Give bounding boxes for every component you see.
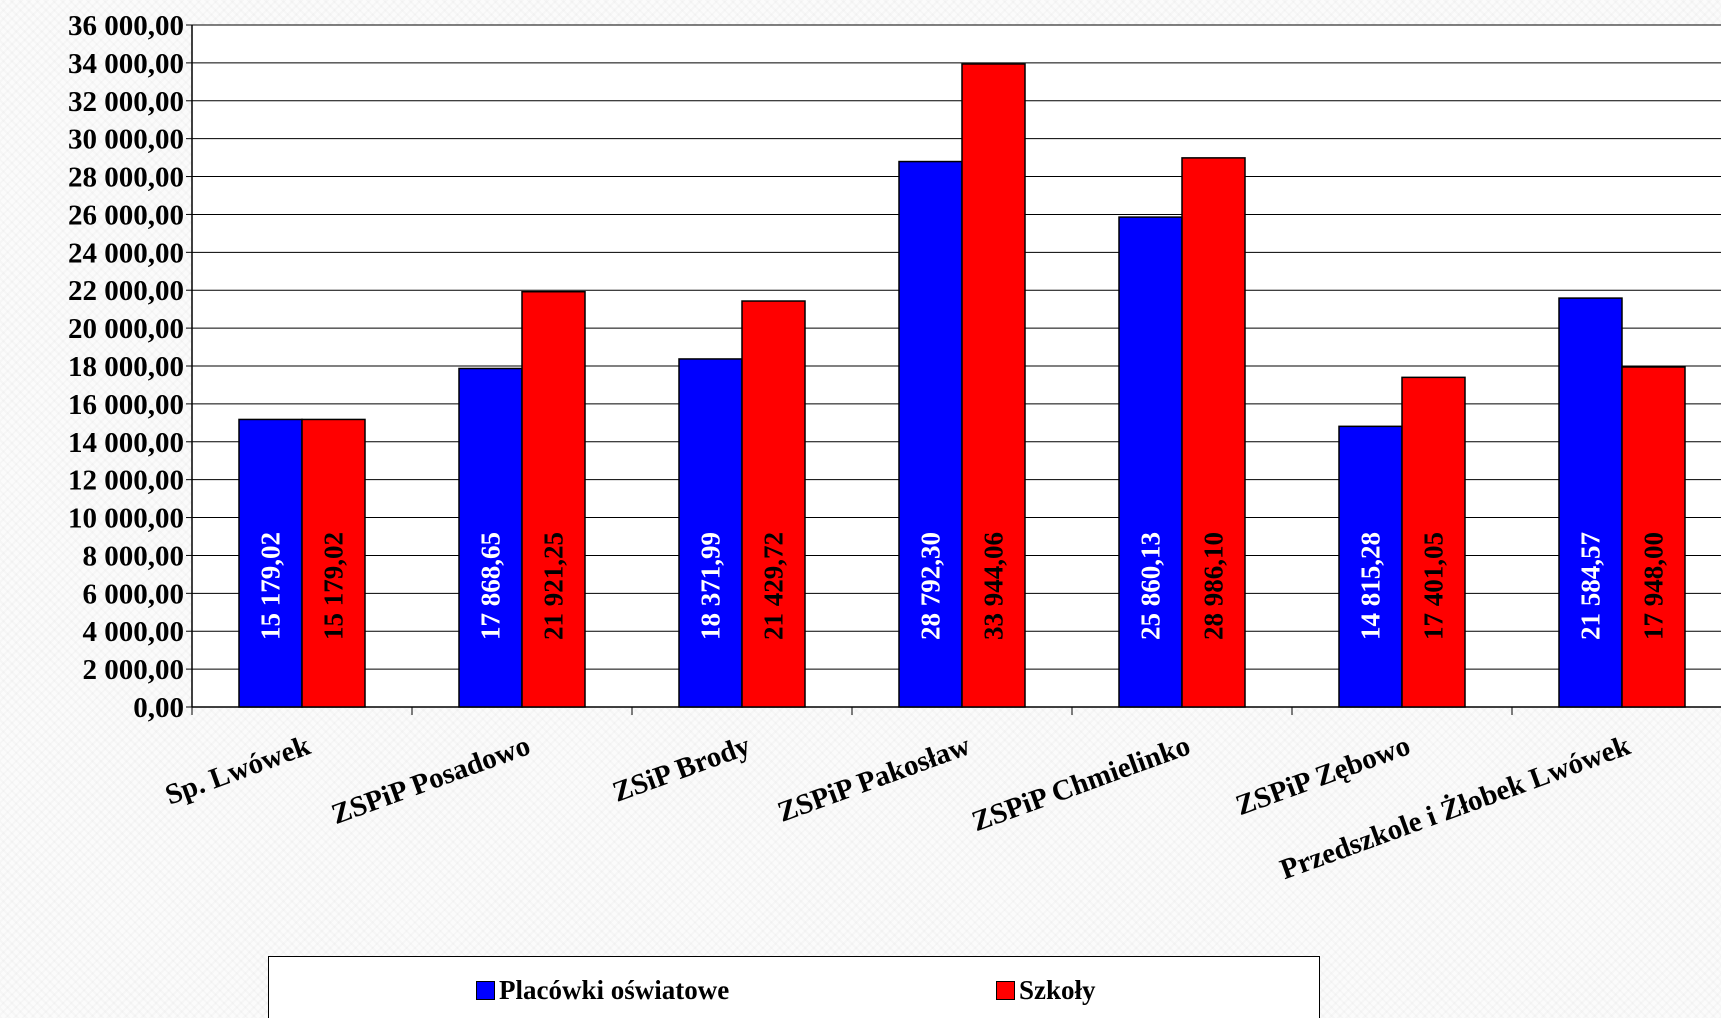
y-tick-label: 12 000,00 bbox=[68, 465, 184, 497]
bar-placowki bbox=[238, 418, 303, 708]
x-category-label: ZSiP Brody bbox=[608, 729, 754, 808]
bar-placowki bbox=[678, 358, 743, 708]
y-tick-label: 0,00 bbox=[133, 692, 184, 724]
bar-szkoly bbox=[301, 418, 366, 708]
y-tick-label: 14 000,00 bbox=[68, 427, 184, 459]
data-label: 28 986,10 bbox=[1199, 532, 1229, 640]
bar-szkoly bbox=[741, 300, 806, 708]
data-label: 17 868,65 bbox=[476, 532, 506, 640]
bar-szkoly bbox=[1181, 157, 1246, 708]
y-tick-label: 36 000,00 bbox=[68, 10, 184, 42]
bar-szkoly bbox=[521, 290, 586, 708]
legend-label-szkoly: Szkoły bbox=[1019, 975, 1096, 1005]
x-category-label: ZSPiP Pakosław bbox=[773, 729, 974, 828]
x-category-label: Sp. Lwówek bbox=[161, 729, 315, 811]
x-category-label: Przedszkole i Żłobek Lwówek bbox=[1276, 728, 1636, 886]
chart-legend: Placówki oświatowe Szkoły bbox=[268, 956, 1320, 1018]
data-label: 28 792,30 bbox=[916, 532, 946, 640]
legend-swatch-blue bbox=[476, 981, 495, 1000]
data-label: 15 179,02 bbox=[319, 532, 349, 640]
y-tick-label: 10 000,00 bbox=[68, 503, 184, 535]
y-tick-label: 16 000,00 bbox=[68, 389, 184, 421]
data-label: 17 948,00 bbox=[1639, 532, 1669, 640]
legend-swatch-red bbox=[996, 981, 1015, 1000]
y-tick-label: 18 000,00 bbox=[68, 351, 184, 383]
data-label: 14 815,28 bbox=[1356, 532, 1386, 640]
data-label: 21 921,25 bbox=[539, 532, 569, 640]
y-tick-label: 34 000,00 bbox=[68, 48, 184, 80]
y-tick-label: 4 000,00 bbox=[83, 616, 185, 648]
data-label: 21 584,57 bbox=[1576, 532, 1606, 640]
legend-item-placowki: Placówki oświatowe bbox=[476, 975, 729, 1006]
y-tick-label: 32 000,00 bbox=[68, 86, 184, 118]
data-label: 33 944,06 bbox=[979, 532, 1009, 640]
data-label: 18 371,99 bbox=[696, 532, 726, 640]
y-tick-label: 20 000,00 bbox=[68, 313, 184, 345]
data-label: 21 429,72 bbox=[759, 532, 789, 640]
x-category-label: ZSPiP Chmielinko bbox=[968, 730, 1195, 839]
y-tick-label: 24 000,00 bbox=[68, 237, 184, 269]
bar-szkoly bbox=[961, 63, 1026, 708]
y-tick-label: 6 000,00 bbox=[83, 578, 185, 610]
x-category-label: ZSPiP Posadowo bbox=[327, 730, 534, 831]
bar-placowki bbox=[1558, 297, 1623, 708]
bar-szkoly bbox=[1621, 366, 1686, 708]
y-tick-label: 28 000,00 bbox=[68, 162, 184, 194]
data-label: 15 179,02 bbox=[256, 532, 286, 640]
y-tick-label: 8 000,00 bbox=[83, 540, 185, 572]
legend-label-placowki: Placówki oświatowe bbox=[499, 975, 730, 1005]
y-tick-label: 30 000,00 bbox=[68, 124, 184, 156]
bar-szkoly bbox=[1401, 376, 1466, 708]
legend-item-szkoly: Szkoły bbox=[996, 975, 1096, 1006]
bar-placowki bbox=[898, 160, 963, 708]
x-category-label: ZSPiP Zębowo bbox=[1232, 730, 1415, 823]
y-tick-label: 22 000,00 bbox=[68, 275, 184, 307]
y-tick-label: 26 000,00 bbox=[68, 199, 184, 231]
data-label: 25 860,13 bbox=[1136, 532, 1166, 640]
bar-placowki bbox=[1118, 216, 1183, 708]
y-tick-label: 2 000,00 bbox=[83, 654, 185, 686]
bar-placowki bbox=[1338, 425, 1403, 708]
data-label: 17 401,05 bbox=[1419, 532, 1449, 640]
